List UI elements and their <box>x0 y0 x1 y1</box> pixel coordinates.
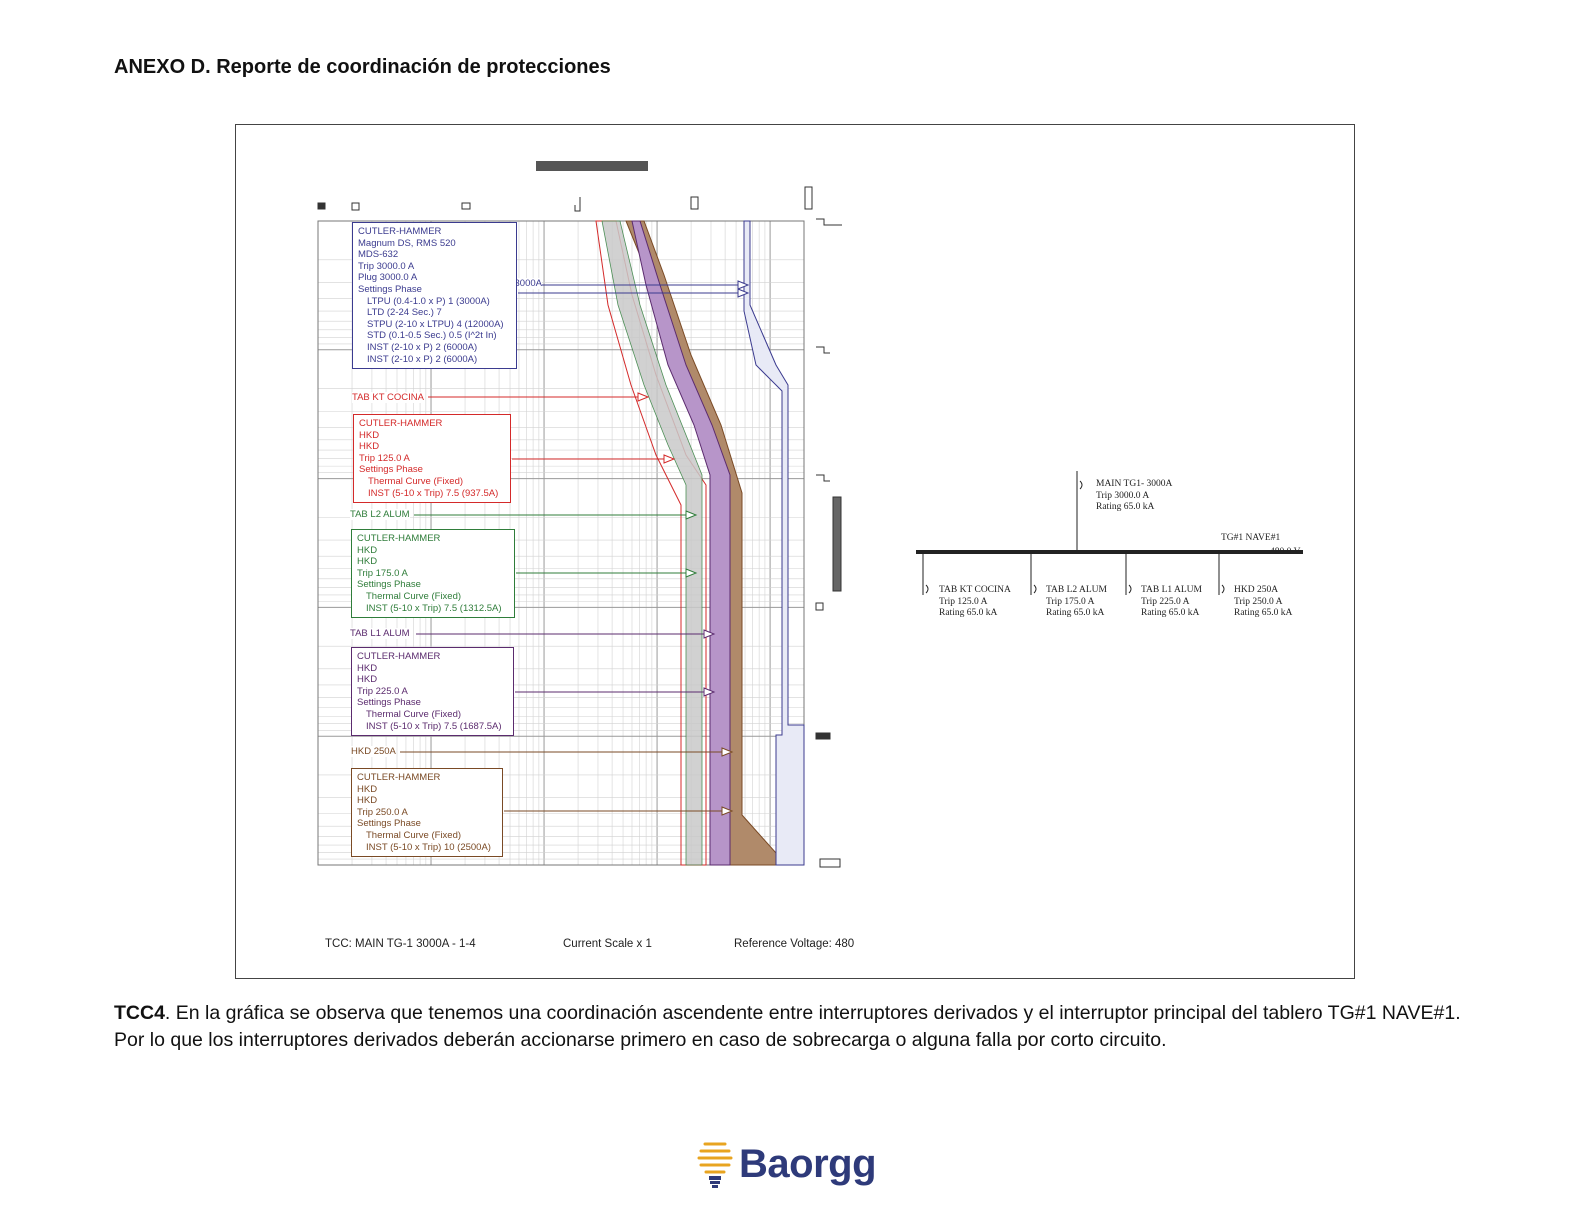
feeder-label-l1-alum: TAB L1 ALUM Trip 225.0 A Rating 65.0 kA <box>1141 585 1202 618</box>
chart-title-blurred <box>536 161 648 171</box>
leader-hkd250-arrowhead <box>721 747 734 757</box>
breaker-box-l2-alum: CUTLER-HAMMER HKD HKD Trip 175.0 A Settings … <box>351 529 515 619</box>
label-l1-alum-curve: TAB L1 ALUM <box>350 628 410 639</box>
tcc-report-frame: MAIN TG1- 3000A TAB KT COCINA TAB L2 ALU… <box>235 124 1355 979</box>
leader-l2-alum-box-arrowhead <box>685 568 698 578</box>
breaker-box-l1-alum: CUTLER-HAMMER HKD HKD Trip 225.0 A Settings … <box>351 647 514 737</box>
brand-logo: Baorgg <box>697 1138 877 1190</box>
leader-l2-alum-arrowhead <box>685 510 698 520</box>
label-hkd250-curve: HKD 250A <box>351 746 396 757</box>
grid-border <box>317 220 805 866</box>
leader-main-arrowhead <box>737 280 750 290</box>
breaker-box-main: CUTLER-HAMMER Magnum DS, RMS 520 MDS-632 Tr… <box>352 222 517 370</box>
figure-caption: TCC4. En la gráfica se observa que tenem… <box>114 1002 1461 1051</box>
brand-logo-text: Baorgg <box>739 1141 877 1186</box>
footer-scale: Current Scale x 1 <box>563 938 652 950</box>
leader-kt-cocina-arrowhead <box>637 392 650 402</box>
leader-kt-cocina-box-arrowhead <box>663 454 676 464</box>
top-axis-icons <box>317 186 813 212</box>
leader-main-box-arrowhead <box>737 288 750 298</box>
leader-l1-alum-box-arrowhead <box>703 687 716 697</box>
lightbulb-icon <box>697 1142 733 1188</box>
feeder-label-l2-alum: TAB L2 ALUM Trip 175.0 A Rating 65.0 kA <box>1046 585 1107 618</box>
curve-band-l2-alum <box>601 220 703 866</box>
label-kt-cocina-curve: TAB KT COCINA <box>352 392 424 403</box>
label-l2-alum-curve: TAB L2 ALUM <box>350 509 410 520</box>
one-line-diagram <box>916 471 1303 595</box>
breaker-box-hkd250: CUTLER-HAMMER HKD HKD Trip 250.0 A Settings … <box>351 768 503 858</box>
right-axis-icons <box>815 218 842 868</box>
bus-name-label: TG#1 NAVE#1 <box>1221 533 1281 543</box>
tcc-curve-bands <box>595 220 805 866</box>
curve-label-leaders <box>400 280 750 816</box>
feeder-label-kt-cocina: TAB KT COCINA Trip 125.0 A Rating 65.0 kA <box>939 585 1011 618</box>
breaker-box-kt-cocina: CUTLER-HAMMER HKD HKD Trip 125.0 A Settings … <box>353 414 511 504</box>
footer-voltage: Reference Voltage: 480 <box>734 938 855 950</box>
main-breaker-label: MAIN TG1- 3000A Trip 3000.0 A Rating 65.… <box>1096 479 1173 512</box>
leader-l1-alum-arrowhead <box>703 629 716 639</box>
page-heading: ANEXO D. Reporte de coordinación de prot… <box>114 56 611 78</box>
leader-hkd250-box-arrowhead <box>721 806 734 816</box>
bus-voltage-label: 480.0 V <box>1270 547 1301 557</box>
feeder-label-hkd250: HKD 250A Trip 250.0 A Rating 65.0 kA <box>1234 585 1293 618</box>
footer-tcc: TCC: MAIN TG-1 3000A - 1-4 <box>325 938 476 950</box>
curve-band-main <box>743 220 805 866</box>
